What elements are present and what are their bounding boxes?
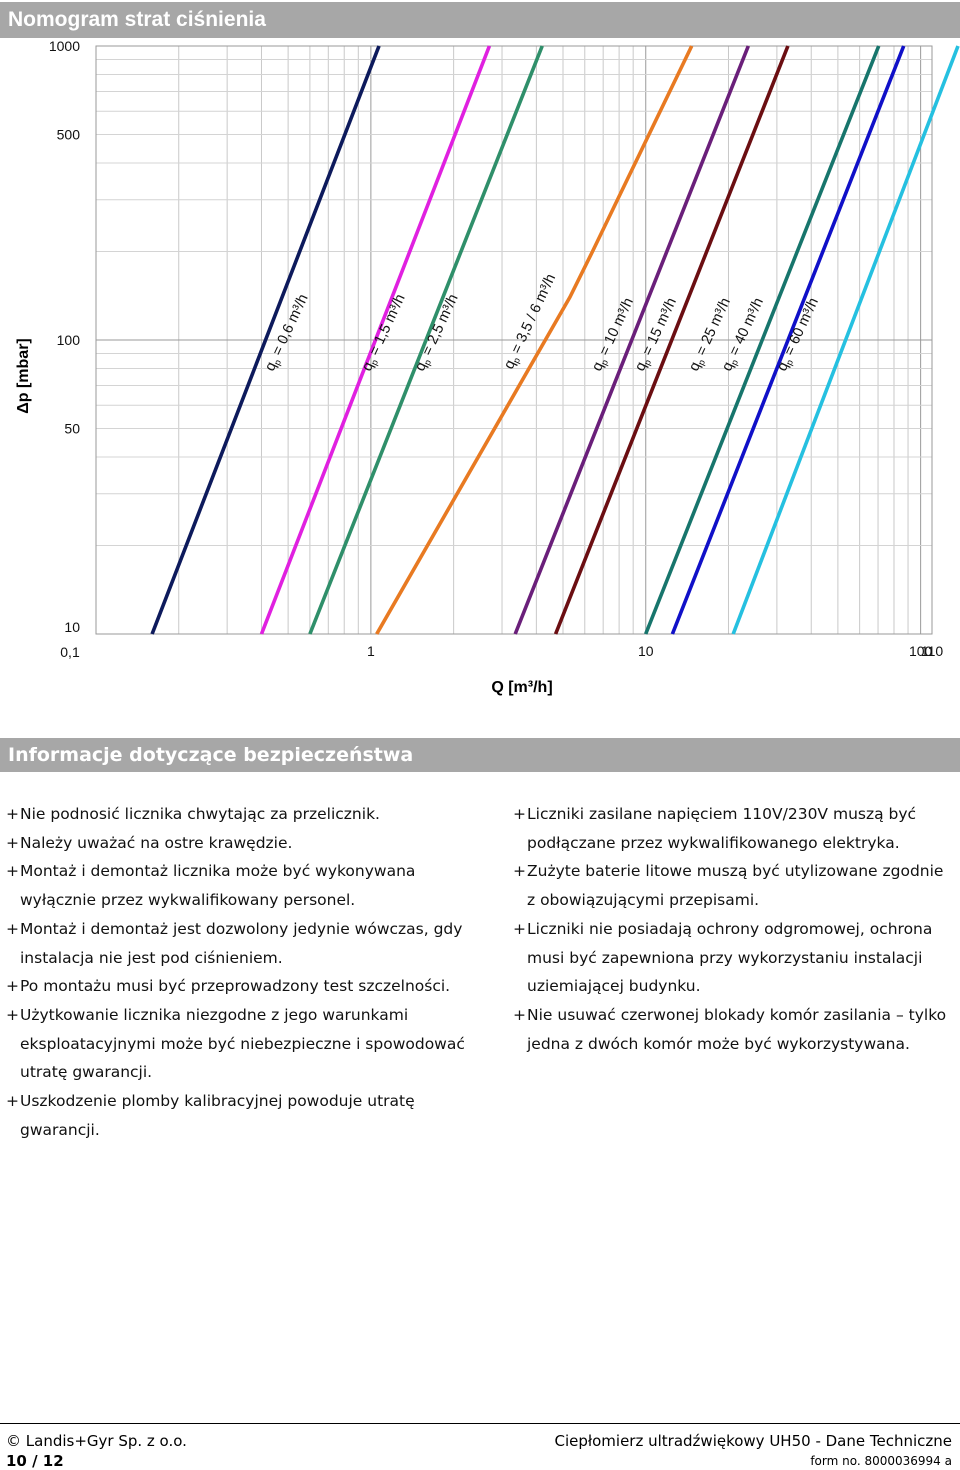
safety-list-left: + Nie podnosić licznika chwytając za prze…: [6, 800, 476, 1144]
pressure-loss-nomogram: qp = 0,6 m³/hqp = 1,5 m³/hqp = 2,5 m³/hq…: [15, 40, 960, 696]
series-line-9: [731, 45, 960, 635]
y-axis-label: Δp [mbar]: [15, 338, 32, 414]
footer-divider: [0, 1423, 960, 1424]
bullet-plus-icon: +: [513, 1005, 526, 1024]
svg-text:qp = 10 m³/h: qp = 10 m³/h: [589, 296, 638, 375]
series-line-5: [513, 45, 750, 635]
series-labels: qp = 0,6 m³/hqp = 1,5 m³/hqp = 2,5 m³/hq…: [262, 272, 823, 375]
safety-title: Informacje dotyczące bezpieczeństwa: [0, 738, 960, 772]
series-line-6: [553, 45, 790, 635]
safety-right-item-text: Zużyte baterie litowe muszą być utylizow…: [527, 862, 944, 910]
safety-left-item: + Nie podnosić licznika chwytając za prze…: [6, 800, 476, 829]
series-label-2: qp = 1,5 m³/h: [359, 292, 409, 374]
svg-text:qp = 1,5 m³/h: qp = 1,5 m³/h: [359, 292, 409, 374]
footer-copyright: © Landis+Gyr Sp. z o.o.: [6, 1432, 187, 1450]
safety-left-item: + Uszkodzenie plomby kalibracyjnej powodu…: [6, 1087, 476, 1144]
bullet-plus-icon: +: [6, 862, 19, 881]
bullet-plus-icon: +: [513, 919, 526, 938]
svg-text:qp = 3,5 / 6 m³/h: qp = 3,5 / 6 m³/h: [501, 272, 560, 373]
safety-left-item: + Montaż i demontaż licznika może być wyk…: [6, 857, 476, 914]
safety-right-item-text: Nie usuwać czerwonej blokady komór zasil…: [527, 1005, 947, 1053]
svg-text:qp = 2,5 m³/h: qp = 2,5 m³/h: [412, 292, 462, 374]
y-tick-label: 50: [64, 421, 80, 437]
safety-right-item-text: Liczniki nie posiadają ochrony odgromowe…: [527, 919, 933, 996]
safety-list-right: + Liczniki zasilane napięciem 110V/230V m…: [513, 800, 953, 1058]
series-line-1: [150, 45, 381, 635]
series-line-7: [644, 45, 881, 635]
footer-form-number: form no. 8000036994 a: [810, 1454, 952, 1468]
safety-left-item-text: Po montażu musi być przeprowadzony test …: [20, 977, 451, 996]
safety-left-item-text: Nie podnosić licznika chwytając za przel…: [20, 805, 380, 823]
series-label-4: qp = 3,5 / 6 m³/h: [501, 272, 560, 373]
safety-right-item: + Liczniki nie posiadają ochrony odgromow…: [513, 915, 953, 1001]
x-tick-label: 10: [638, 643, 654, 659]
plot-frame: [95, 45, 933, 635]
bullet-plus-icon: +: [6, 833, 19, 852]
series-line-4: [375, 45, 694, 635]
bullet-plus-icon: +: [6, 1005, 19, 1024]
safety-left-item-text: Montaż i demontaż jest dozwolony jedynie…: [20, 919, 463, 967]
safety-left-item-text: Użytkowanie licznika niezgodne z jego wa…: [20, 1005, 465, 1082]
x-tick-label: 1: [367, 643, 375, 659]
safety-left-item: + Montaż i demontaż jest dozwolony jedyni…: [6, 915, 476, 972]
y-tick-label: 100: [57, 332, 81, 348]
safety-left-item: + Należy uważać na ostre krawędzie.: [6, 829, 476, 858]
bullet-plus-icon: +: [6, 919, 19, 938]
footer-document-title: Ciepłomierz ultradźwiękowy UH50 - Dane T…: [554, 1432, 952, 1450]
series-label-9: qp = 60 m³/h: [774, 296, 823, 375]
y-tick-label: 500: [57, 127, 81, 143]
safety-left-item-text: Montaż i demontaż licznika może być wyko…: [20, 862, 416, 910]
safety-right-item: + Nie usuwać czerwonej blokady komór zasi…: [513, 1001, 953, 1058]
safety-left-item-text: Należy uważać na ostre krawędzie.: [20, 833, 293, 852]
safety-left-item: + Po montażu musi być przeprowadzony test…: [6, 972, 476, 1001]
bullet-plus-icon: +: [6, 1092, 19, 1111]
bullet-plus-icon: +: [513, 862, 526, 881]
safety-right-item: + Zużyte baterie litowe muszą być utylizo…: [513, 857, 953, 914]
series-line-2: [259, 45, 492, 635]
x-axis-label: Q [m³/h]: [491, 679, 552, 696]
bullet-plus-icon: +: [6, 805, 19, 823]
page-title: Nomogram strat ciśnienia: [0, 2, 960, 38]
safety-right-item-text: Liczniki zasilane napięciem 110V/230V mu…: [527, 805, 917, 852]
y-tick-label: 1000: [49, 40, 80, 54]
safety-right-item: + Liczniki zasilane napięciem 110V/230V m…: [513, 800, 953, 857]
bullet-plus-icon: +: [513, 805, 526, 823]
x-tick-label: 0,1: [60, 644, 80, 660]
svg-text:qp = 60 m³/h: qp = 60 m³/h: [774, 296, 823, 375]
safety-left-item: + Użytkowanie licznika niezgodne z jego w…: [6, 1001, 476, 1087]
y-tick-label: 10: [64, 619, 80, 635]
series-label-3: qp = 2,5 m³/h: [412, 292, 462, 374]
x-tick-label: 100: [909, 643, 933, 659]
series-line-8: [670, 45, 906, 635]
series-line-3: [308, 45, 544, 635]
chart-series: [150, 45, 960, 635]
safety-left-item-text: Uszkodzenie plomby kalibracyjnej powoduj…: [20, 1092, 415, 1139]
bullet-plus-icon: +: [6, 977, 19, 996]
series-label-5: qp = 10 m³/h: [589, 296, 638, 375]
footer-page-number: 10 / 12: [6, 1452, 64, 1470]
x-tick-label: 110: [921, 643, 944, 659]
